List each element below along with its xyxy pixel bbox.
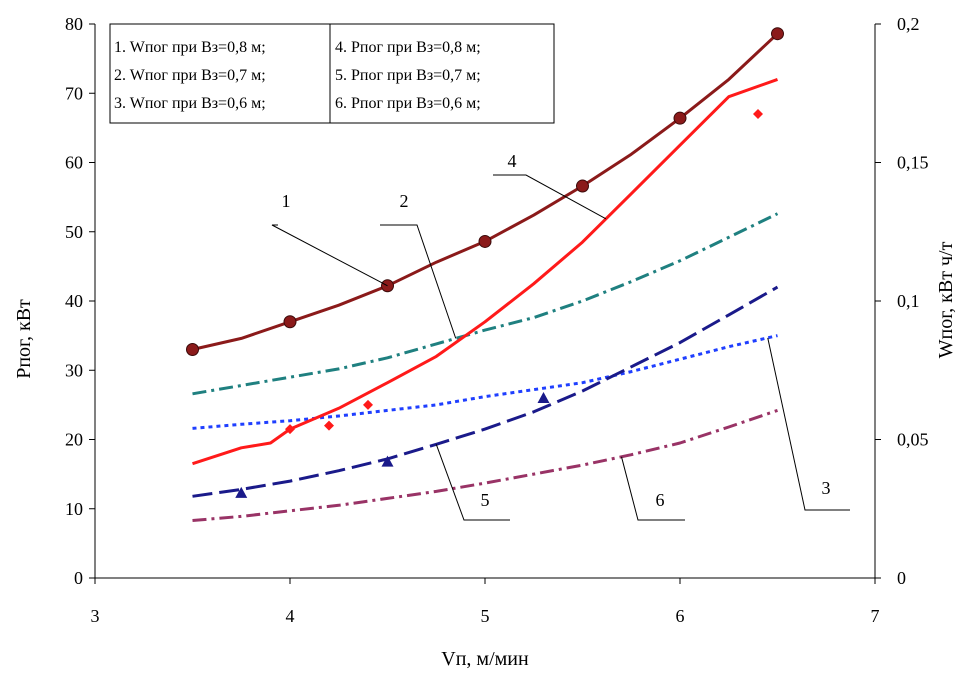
y-right-tick-label: 0,15: [897, 153, 929, 173]
y-left-tick-label: 10: [65, 499, 83, 519]
y-left-tick-label: 30: [65, 360, 83, 380]
legend-entry-1: 1. Wпог при Вз=0,8 м;: [114, 39, 266, 56]
legend-entry-5: 5. Pпог при Вз=0,7 м;: [335, 67, 481, 84]
legend-entry-6: 6. Pпог при Вз=0,6 м;: [335, 95, 481, 112]
callout-leader: [435, 444, 510, 521]
callout-label: 6: [656, 490, 665, 510]
series-line-5: [192, 285, 779, 498]
y-left-tick-label: 80: [65, 14, 83, 34]
data-point-circle: [283, 315, 297, 329]
series-markers: [186, 27, 784, 498]
y-right-tick-label: 0,2: [897, 14, 920, 34]
x-tick-label: 7: [871, 606, 880, 626]
x-tick-label: 3: [91, 606, 100, 626]
callout-2: 2: [380, 191, 457, 339]
series-line-4: [192, 77, 779, 466]
callout-label: 1: [282, 191, 291, 211]
callout-leader: [493, 174, 607, 220]
data-point-circle: [186, 342, 199, 356]
series-line-2: [192, 212, 779, 396]
y-left-tick-label: 40: [65, 291, 83, 311]
series-line-3: [192, 334, 778, 430]
data-point-diamond: [285, 424, 295, 435]
data-point-triangle: [235, 486, 248, 498]
x-tick-label: 6: [676, 606, 685, 626]
data-point-triangle: [381, 455, 394, 467]
x-tick-label: 4: [286, 606, 295, 626]
callout-label: 5: [481, 490, 490, 510]
legend-entry-4: 4. Pпог при Вз=0,8 м;: [335, 39, 481, 56]
data-point-circle: [576, 179, 589, 193]
callout-leader: [271, 224, 388, 287]
y-left-tick-label: 0: [74, 568, 83, 588]
y-left-tick-label: 70: [65, 83, 83, 103]
legend: 1. Wпог при Вз=0,8 м; 2. Wпог при Вз=0,7…: [109, 23, 555, 124]
callout-leader: [621, 456, 685, 521]
data-point-diamond: [363, 399, 373, 410]
callout-leader: [767, 337, 850, 511]
y-left-tick-label: 20: [65, 430, 83, 450]
callout-5: 5: [435, 444, 510, 521]
callout-1: 1: [271, 191, 388, 287]
legend-entry-2: 2. Wпог при Вз=0,7 м;: [114, 67, 266, 84]
y-axis-right-title: Wпог, кВт ч/т: [935, 241, 957, 358]
callout-label: 3: [822, 478, 831, 498]
callout-label: 4: [508, 151, 517, 171]
callouts: 1 2 3 4 5 6: [271, 151, 850, 521]
legend-entry-3: 3. Wпог при Вз=0,6 м;: [114, 95, 266, 112]
y-left-tick-label: 50: [65, 222, 83, 242]
callout-3: 3: [767, 337, 850, 511]
series-line-6: [192, 408, 778, 522]
callout-6: 6: [621, 456, 685, 521]
data-point-diamond: [324, 420, 334, 431]
data-point-circle: [478, 234, 492, 248]
y-right-tick-label: 0: [897, 568, 906, 588]
callout-label: 2: [400, 191, 409, 211]
x-axis-title: Vп, м/мин: [441, 648, 529, 670]
y-axis-left-title: Pпог, кВт: [13, 299, 35, 379]
y-right-tick-label: 0,05: [897, 430, 929, 450]
x-tick-label: 5: [481, 606, 490, 626]
callout-4: 4: [493, 151, 607, 220]
data-point-triangle: [537, 391, 550, 403]
legend-box: [109, 23, 555, 124]
y-right-tick-label: 0,1: [897, 291, 920, 311]
data-point-diamond: [753, 109, 763, 120]
data-point-circle: [673, 111, 687, 125]
callout-leader: [380, 224, 457, 339]
y-left-tick-label: 60: [65, 153, 83, 173]
data-point-circle: [771, 27, 784, 41]
